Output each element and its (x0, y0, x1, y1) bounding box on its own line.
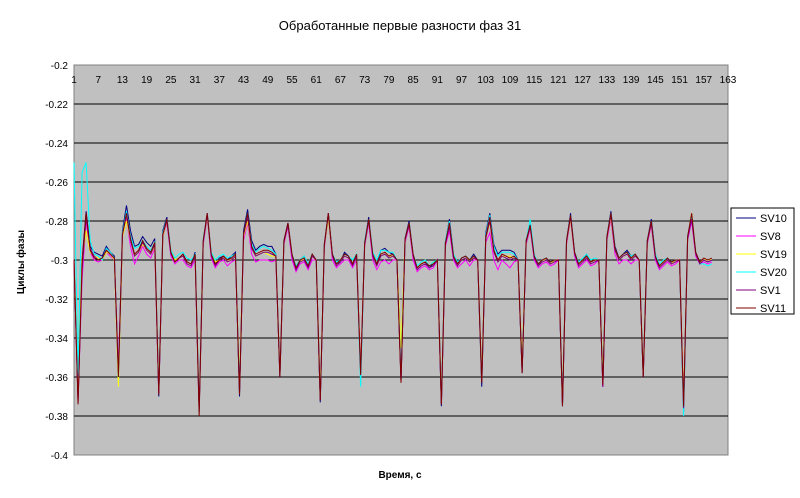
y-tick-label: -0.2 (51, 61, 69, 72)
x-axis-title: Время, с (378, 470, 422, 481)
legend-label-sv11: SV11 (760, 303, 786, 315)
x-tick-label: 19 (141, 75, 153, 86)
x-tick-label: 37 (214, 75, 226, 86)
y-axis-ticks: -0.2 -0.22 -0.24 -0.26 -0.28 -0.3 -0.32 -0.34 -0… (45, 61, 68, 462)
x-tick-label: 121 (550, 75, 567, 86)
x-tick-label: 13 (117, 75, 129, 86)
x-axis-ticks: 1 7 13 19 25 31 37 43 49 55 61 67 73 79 85 91 97 103 109 11… (71, 75, 737, 86)
grid-lines (74, 103, 728, 417)
x-tick-label: 7 (95, 75, 101, 86)
legend-label-sv1: SV1 (760, 285, 781, 297)
legend: SV10 SV8 SV19 SV20 SV1 SV11 (730, 207, 795, 315)
x-tick-label: 151 (671, 75, 688, 86)
x-tick-label: 43 (238, 75, 250, 86)
y-tick-label: -0.4 (51, 451, 69, 462)
legend-label-sv20: SV20 (760, 267, 787, 279)
legend-label-sv8: SV8 (760, 231, 781, 243)
x-tick-label: 61 (311, 75, 323, 86)
x-tick-label: 73 (359, 75, 371, 86)
x-tick-label: 79 (383, 75, 395, 86)
y-tick-label: -0.26 (45, 178, 68, 189)
chart-title: Обработанные первые разности фаз 31 (279, 18, 521, 33)
x-tick-label: 133 (599, 75, 616, 86)
y-tick-label: -0.36 (45, 373, 68, 384)
y-tick-label: -0.22 (45, 100, 68, 111)
y-axis-title: Циклы фазы (15, 230, 27, 294)
y-tick-label: -0.3 (51, 256, 69, 267)
x-tick-label: 85 (408, 75, 420, 86)
legend-label-sv19: SV19 (760, 249, 787, 261)
y-tick-label: -0.38 (45, 412, 68, 423)
x-tick-label: 67 (335, 75, 347, 86)
x-tick-label: 139 (623, 75, 640, 86)
x-tick-label: 109 (502, 75, 519, 86)
x-tick-label: 1 (71, 75, 77, 86)
x-tick-label: 145 (647, 75, 664, 86)
x-tick-label: 163 (720, 75, 737, 86)
x-tick-label: 127 (574, 75, 591, 86)
legend-label-sv10: SV10 (760, 213, 787, 225)
y-tick-label: -0.32 (45, 295, 68, 306)
x-tick-label: 115 (526, 75, 542, 86)
x-tick-label: 97 (456, 75, 468, 86)
x-tick-label: 157 (695, 75, 712, 86)
y-tick-label: -0.28 (45, 217, 68, 228)
series-line-sv11 (73, 213, 713, 417)
series-lines (73, 162, 713, 417)
y-tick-label: -0.34 (45, 334, 68, 345)
y-tick-label: -0.24 (45, 139, 68, 150)
x-tick-label: 49 (262, 75, 274, 86)
x-tick-label: 55 (286, 75, 298, 86)
x-tick-label: 25 (165, 75, 177, 86)
x-tick-label: 103 (477, 75, 494, 86)
legend-box (730, 207, 795, 315)
x-tick-label: 31 (190, 75, 202, 86)
x-tick-label: 91 (432, 75, 444, 86)
